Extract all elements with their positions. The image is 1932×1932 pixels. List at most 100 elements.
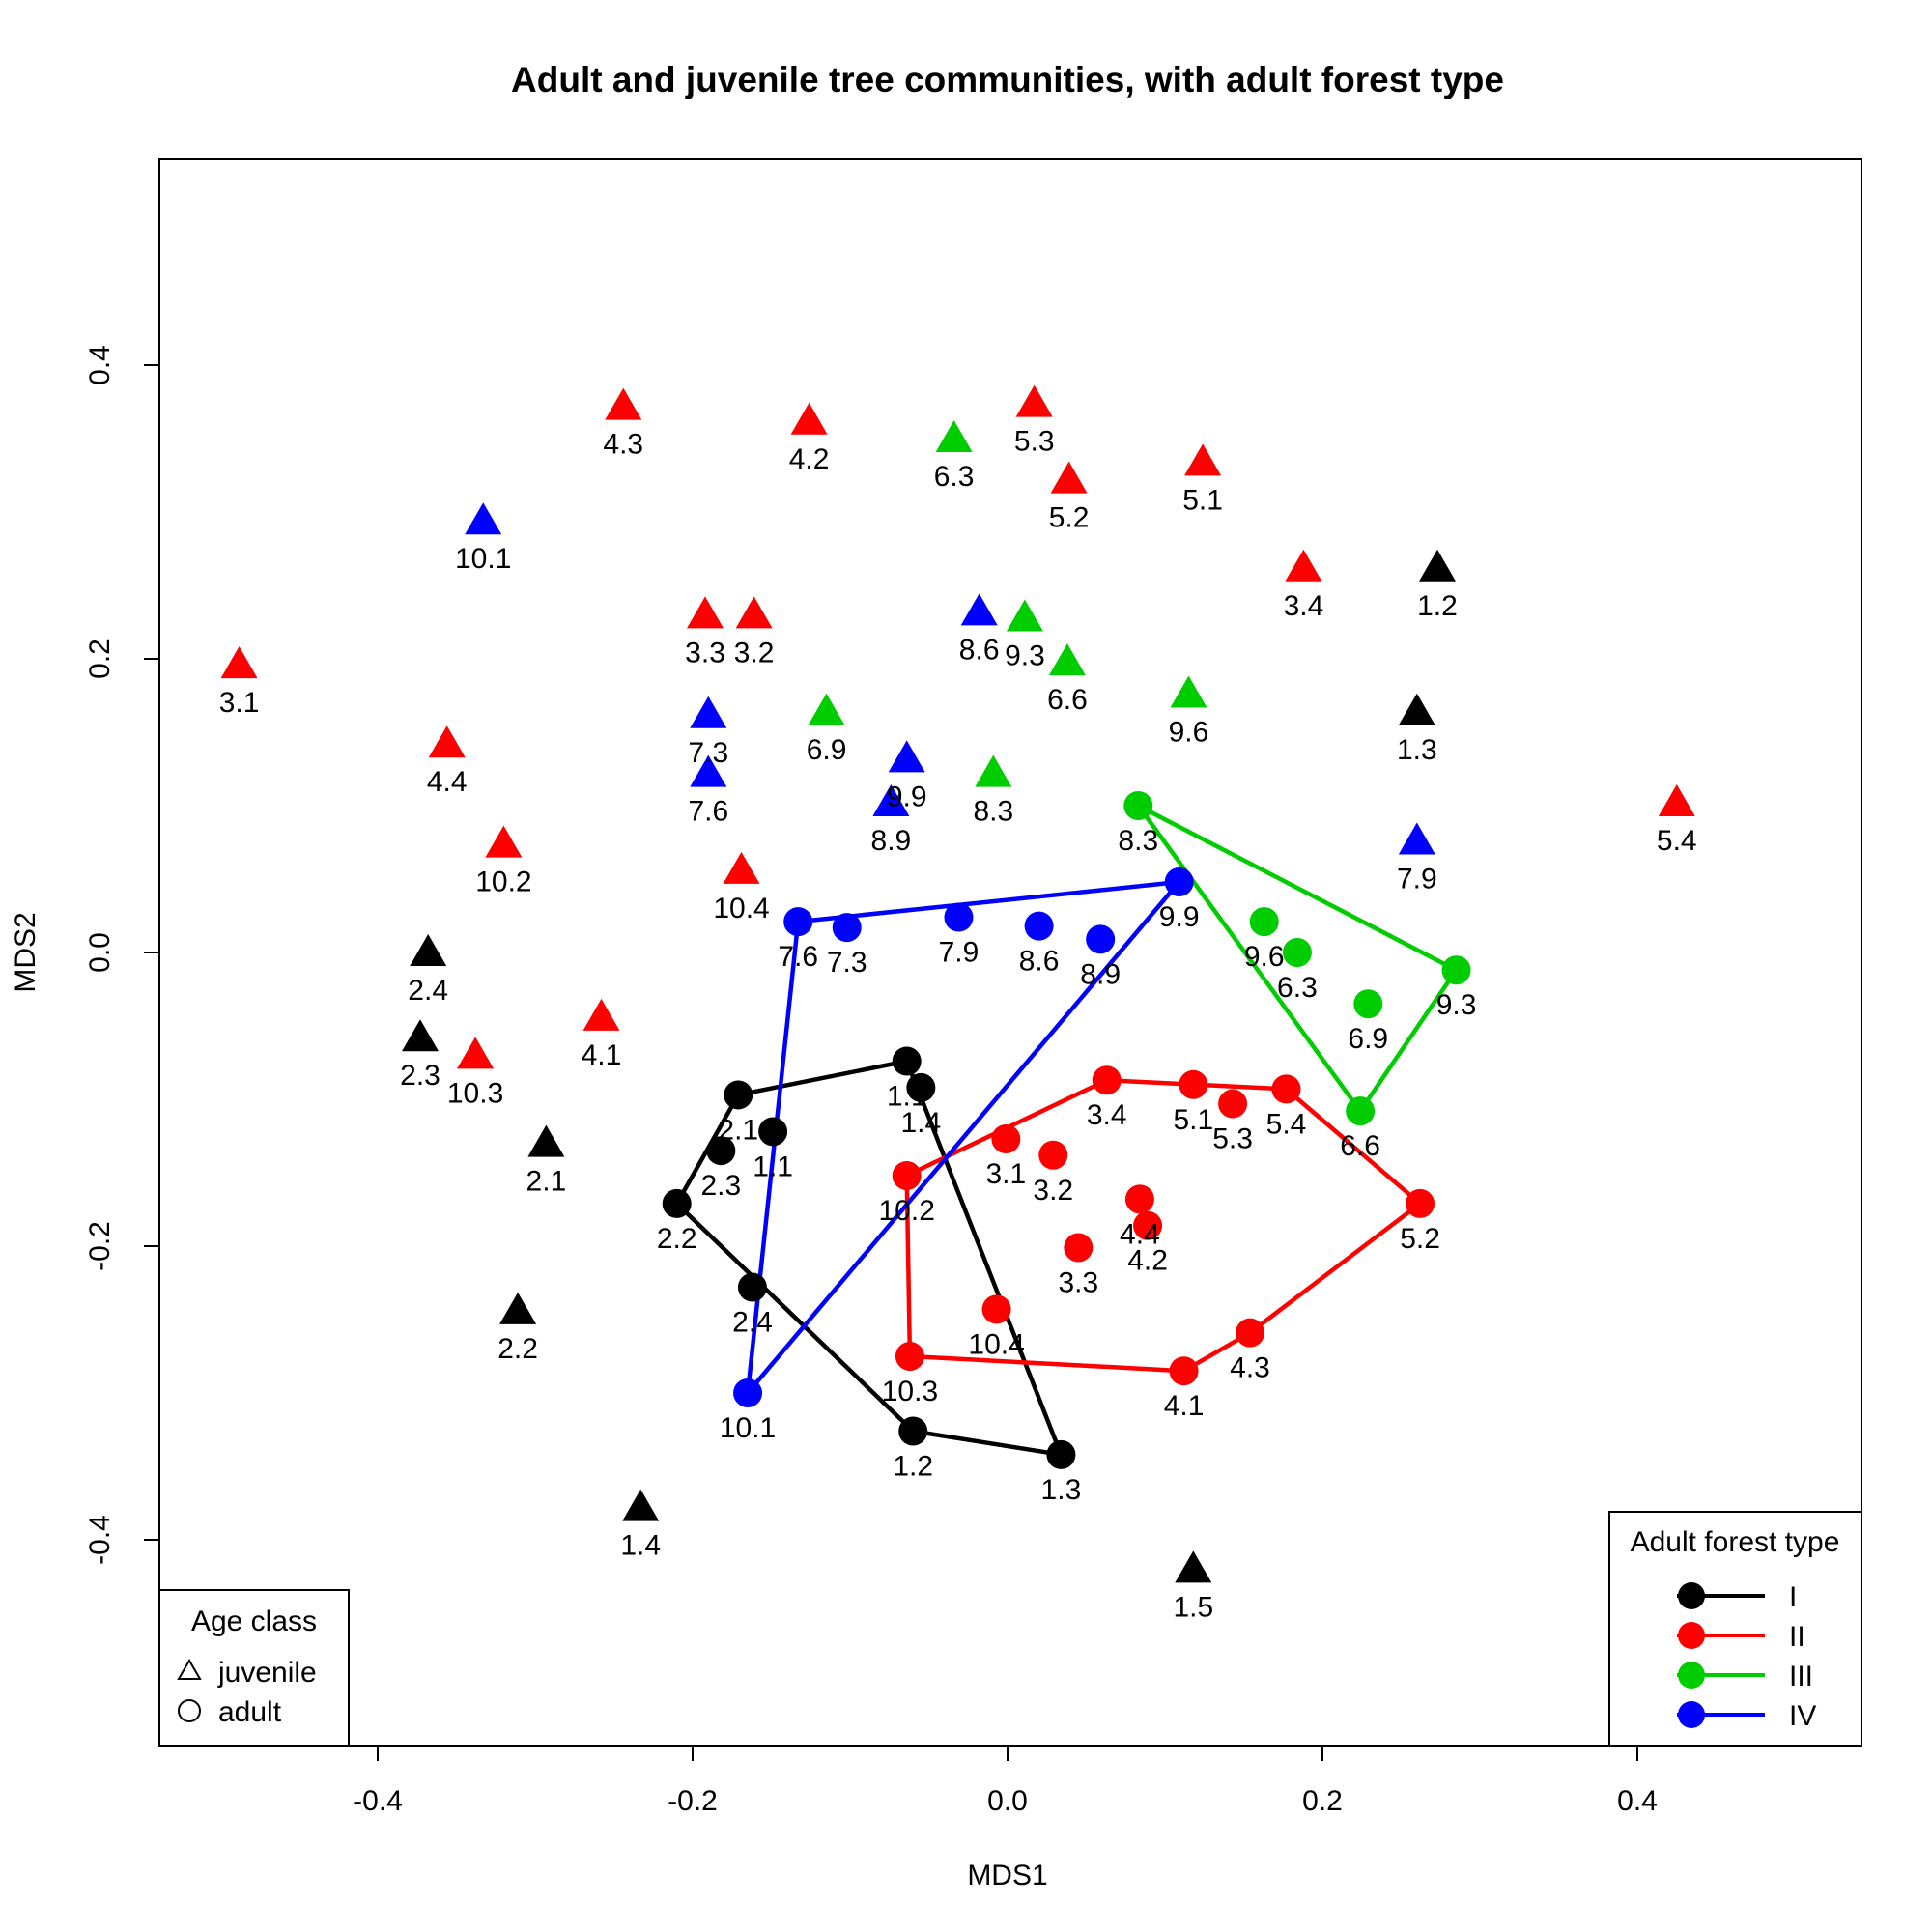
juvenile-point: [690, 696, 727, 728]
adult-point: [981, 1294, 1011, 1324]
x-tick-label: 0.4: [1617, 1785, 1658, 1817]
x-axis-label: MDS1: [967, 1860, 1047, 1891]
adult-point-label: 10.3: [882, 1376, 938, 1407]
adult-point-label: 3.3: [1058, 1267, 1098, 1299]
hull-line-type-i: [674, 1059, 1064, 1458]
juvenile-point-label: 2.3: [400, 1060, 440, 1092]
juvenile-point-label: 8.9: [871, 825, 912, 857]
adult-point-label: 9.9: [1159, 901, 1200, 933]
juvenile-point-label: 1.3: [1397, 734, 1437, 766]
adult-point: [898, 1416, 928, 1446]
adult-point-label: 6.3: [1277, 972, 1318, 1004]
juvenile-point-label: 5.2: [1049, 502, 1090, 534]
adult-point: [906, 1072, 936, 1102]
plot-frame: [158, 158, 1862, 1747]
x-tick-label: 0.0: [987, 1785, 1028, 1817]
adult-point: [1092, 1065, 1122, 1095]
age-legend-adult: adult: [218, 1696, 282, 1728]
juvenile-point-label: 4.2: [789, 443, 830, 475]
adult-point: [1123, 791, 1153, 820]
y-tick-label: 0.2: [84, 639, 116, 679]
adult-point-label: 9.3: [1436, 989, 1477, 1021]
adult-point: [1046, 1439, 1076, 1469]
adult-point-label: 1.2: [893, 1451, 933, 1483]
adult-point: [944, 902, 974, 932]
juvenile-point-label: 5.3: [1014, 426, 1055, 458]
adult-point: [1353, 989, 1383, 1019]
hull-line-type-iii: [1136, 804, 1459, 1114]
adult-point: [1249, 907, 1279, 937]
juvenile-point: [808, 693, 845, 725]
adult-point-label: 10.2: [878, 1195, 934, 1227]
juvenile-point: [960, 593, 998, 626]
adult-point-label: 8.3: [1118, 825, 1158, 857]
juvenile-point-label: 4.3: [603, 429, 643, 461]
type-legend-box: [1608, 1511, 1862, 1747]
adult-point-label: 9.6: [1244, 941, 1285, 973]
legend-marker-type-ii: [1678, 1622, 1705, 1649]
adult-point: [1406, 1188, 1435, 1218]
juvenile-point-label: 7.6: [688, 796, 728, 828]
adult-point-label: 3.1: [986, 1158, 1027, 1190]
adult-point-label: 7.3: [827, 947, 867, 979]
juvenile-point-label: 8.6: [959, 634, 1000, 666]
point-labels: 4.3 4.25.36.35.25.110.13.4 1.23.3 3.2 8.6 9.3…: [219, 426, 1697, 1624]
points-layer: [220, 384, 1695, 1583]
legend-label-type-i: I: [1789, 1581, 1797, 1613]
juvenile-point-label: 10.4: [713, 893, 769, 924]
juvenile-point-label: 7.9: [1397, 864, 1437, 895]
adult-point-label: 7.9: [939, 937, 980, 969]
adult-point: [1282, 938, 1312, 967]
adult-point-label: 3.2: [1033, 1175, 1073, 1207]
triangle-icon: [177, 1659, 202, 1680]
chart-title: Adult and juvenile tree communities, wit…: [511, 60, 1504, 99]
juvenile-point-label: 9.9: [887, 781, 927, 812]
juvenile-point: [410, 934, 447, 966]
x-tick-label: 0.2: [1302, 1785, 1343, 1817]
adult-point: [892, 1161, 922, 1191]
adult-point-label: 8.6: [1019, 946, 1060, 978]
type-legend-title: Adult forest type: [1631, 1526, 1840, 1558]
juvenile-point: [975, 754, 1012, 787]
y-tick-label: 0.4: [84, 345, 116, 385]
juvenile-point: [1419, 549, 1456, 582]
juvenile-point: [1285, 549, 1322, 582]
adult-point: [1271, 1074, 1301, 1104]
juvenile-point: [1398, 693, 1435, 725]
juvenile-point-label: 1.4: [620, 1530, 661, 1562]
adult-point-label: 10.1: [720, 1412, 776, 1444]
y-tick-label: -0.2: [84, 1221, 116, 1271]
adult-point-label: 5.4: [1266, 1108, 1307, 1140]
adult-point-label: 1.3: [1041, 1474, 1082, 1506]
x-tick-label: -0.4: [353, 1785, 403, 1817]
adult-point: [1346, 1096, 1376, 1126]
legend-marker-type-i: [1678, 1582, 1705, 1609]
juvenile-point: [723, 851, 760, 884]
hull-line-type-ii: [904, 1077, 1423, 1374]
juvenile-point-label: 1.2: [1417, 590, 1458, 622]
juvenile-point-label: 10.2: [475, 867, 531, 898]
legend-label-type-iv: IV: [1789, 1700, 1816, 1732]
juvenile-point: [1170, 675, 1208, 708]
juvenile-point-label: 4.1: [582, 1039, 622, 1071]
adult-point-label: 2.4: [732, 1307, 773, 1339]
adult-point: [706, 1136, 736, 1166]
juvenile-point: [605, 387, 642, 420]
adult-point: [1038, 1140, 1068, 1170]
juvenile-point: [935, 420, 973, 452]
age-class-legend: Age class juvenile adult: [158, 1589, 350, 1747]
legend-marker-type-iii: [1678, 1662, 1705, 1689]
adult-point: [892, 1046, 922, 1076]
adult-point: [1236, 1318, 1265, 1348]
juvenile-point: [220, 646, 258, 679]
age-legend-title: Age class: [191, 1605, 317, 1637]
juvenile-point: [1050, 461, 1088, 494]
juvenile-point: [457, 1037, 495, 1069]
adult-point-label: 6.9: [1348, 1023, 1388, 1055]
adult-point: [662, 1188, 692, 1218]
juvenile-point: [622, 1489, 660, 1521]
juvenile-point: [1175, 1550, 1212, 1583]
adult-point-label: 2.1: [718, 1114, 758, 1146]
adult-point: [1133, 1210, 1163, 1240]
